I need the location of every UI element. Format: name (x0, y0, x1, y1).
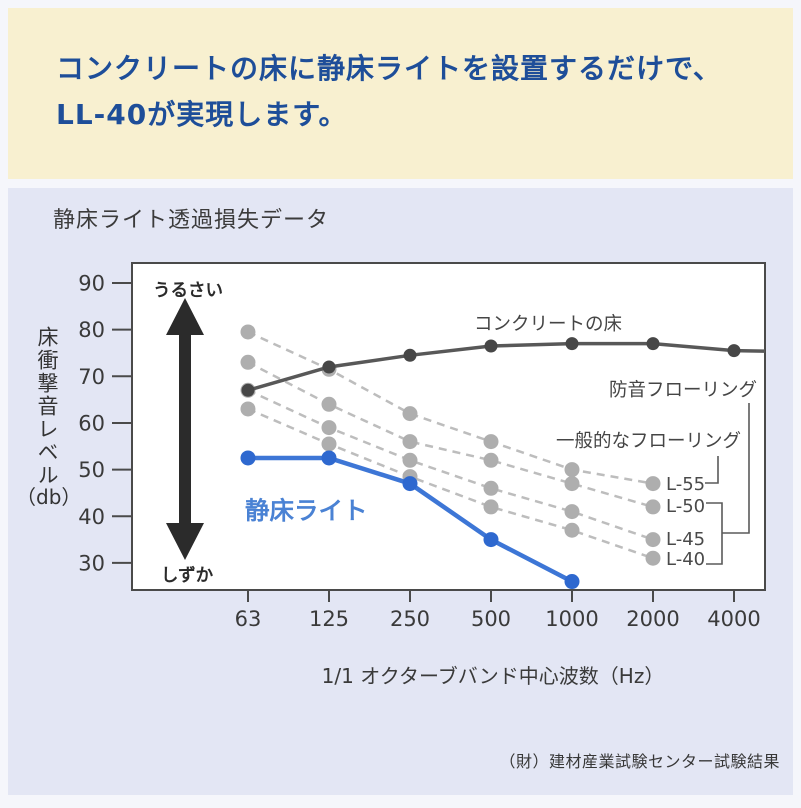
series-point-コンクリートの床 (646, 337, 660, 351)
general-flooring-label: 一般的なフローリング (556, 431, 741, 452)
series-point-L-50 (402, 434, 418, 450)
x-tick-label: 125 (309, 607, 349, 631)
x-tick-label: 63 (235, 607, 262, 631)
series-point-L-45 (321, 420, 337, 436)
series-point-L-40 (240, 401, 256, 417)
soundproof-flooring-bracket (706, 403, 750, 565)
series-point-L-45 (564, 504, 580, 520)
general-flooring-bracket (705, 456, 719, 484)
chart-section: 静床ライト透過損失データ 床衝撃音レベル （db） 90 80 70 60 50 40 30… (8, 188, 793, 795)
series-point-コンクリートの床 (727, 344, 741, 358)
series-point-L-45 (645, 532, 661, 548)
quiet-annotation: しずか (161, 566, 214, 586)
series-line-コンクリートの床 (247, 341, 766, 392)
series-point-L-55 (645, 476, 661, 492)
series-point-L-50 (483, 452, 499, 468)
series-point-静床ライト (321, 450, 337, 466)
series-point-L-55 (564, 462, 580, 478)
y-axis-unit: （db） (16, 485, 82, 509)
curve-label-L-40: L-40 (666, 549, 705, 570)
series-point-L-40 (483, 499, 499, 515)
chart-title: 静床ライト透過損失データ (53, 208, 330, 233)
x-tick-label: 250 (390, 607, 430, 631)
series-point-コンクリートの床 (403, 348, 417, 362)
series-point-コンクリートの床 (241, 383, 255, 397)
curve-label-L-50: L-50 (666, 496, 705, 517)
series-point-L-55 (402, 406, 418, 422)
curve-label-L-55: L-55 (666, 474, 705, 495)
series-point-L-50 (564, 476, 580, 492)
series-point-L-50 (645, 499, 661, 515)
y-tick-label: 80 (78, 318, 105, 342)
series-point-L-50 (321, 396, 337, 412)
series-point-静床ライト (483, 532, 499, 548)
series-point-静床ライト (564, 574, 580, 590)
series-point-L-40 (564, 522, 580, 538)
series-line-L-45 (247, 389, 654, 541)
series-point-コンクリートの床 (565, 337, 579, 351)
series-line-L-55 (247, 330, 654, 485)
series-line-L-50 (247, 361, 654, 509)
series-point-L-45 (483, 480, 499, 496)
loud-annotation: うるさい (153, 281, 223, 301)
series-point-静床ライト (240, 450, 256, 466)
y-tick-label: 50 (78, 458, 105, 482)
series-point-L-40 (321, 436, 337, 452)
transmission-loss-chart: 90 80 70 60 50 40 30 63 125 250 500 1000 2000 4000 1/1… (78, 262, 766, 688)
series-point-L-45 (402, 452, 418, 468)
plot-area (131, 262, 766, 591)
series-point-L-40 (645, 550, 661, 566)
headline-line-2: LL-40が実現します。 (56, 98, 348, 131)
product-line-label: 静床ライト (245, 496, 368, 525)
y-tick-label: 70 (78, 365, 105, 389)
loud-quiet-arrow (166, 298, 204, 560)
x-axis-label: 1/1 オクターブバンド中心波数（Hz） (322, 664, 665, 688)
y-tick-label: 90 (78, 272, 105, 296)
y-axis-label: 床衝撃音レベル (35, 326, 59, 487)
curve-label-L-45: L-45 (666, 529, 705, 550)
y-tick-label: 60 (78, 411, 105, 435)
headline-banner: コンクリートの床に静床ライトを設置するだけで、 LL-40が実現します。 (8, 8, 793, 179)
series-point-コンクリートの床 (484, 339, 498, 353)
test-credit: （財）建材産業試験センター試験結果 (499, 752, 780, 771)
headline-line-1: コンクリートの床に静床ライトを設置するだけで、 (56, 52, 722, 85)
series-point-L-55 (240, 324, 256, 340)
series-point-静床ライト (402, 476, 418, 492)
series-point-コンクリートの床 (322, 360, 336, 374)
series-point-L-50 (240, 354, 256, 370)
soundproof-flooring-label: 防音フローリング (609, 380, 757, 401)
x-tick-label: 1000 (545, 607, 598, 631)
x-tick-label: 2000 (626, 607, 679, 631)
series-line-L-40 (247, 407, 654, 560)
y-tick-label: 40 (78, 505, 105, 529)
x-tick-label: 500 (471, 607, 511, 631)
series-point-L-55 (483, 434, 499, 450)
x-tick-label: 4000 (707, 607, 760, 631)
concrete-line-label: コンクリートの床 (474, 314, 622, 335)
y-tick-label: 30 (78, 551, 105, 575)
